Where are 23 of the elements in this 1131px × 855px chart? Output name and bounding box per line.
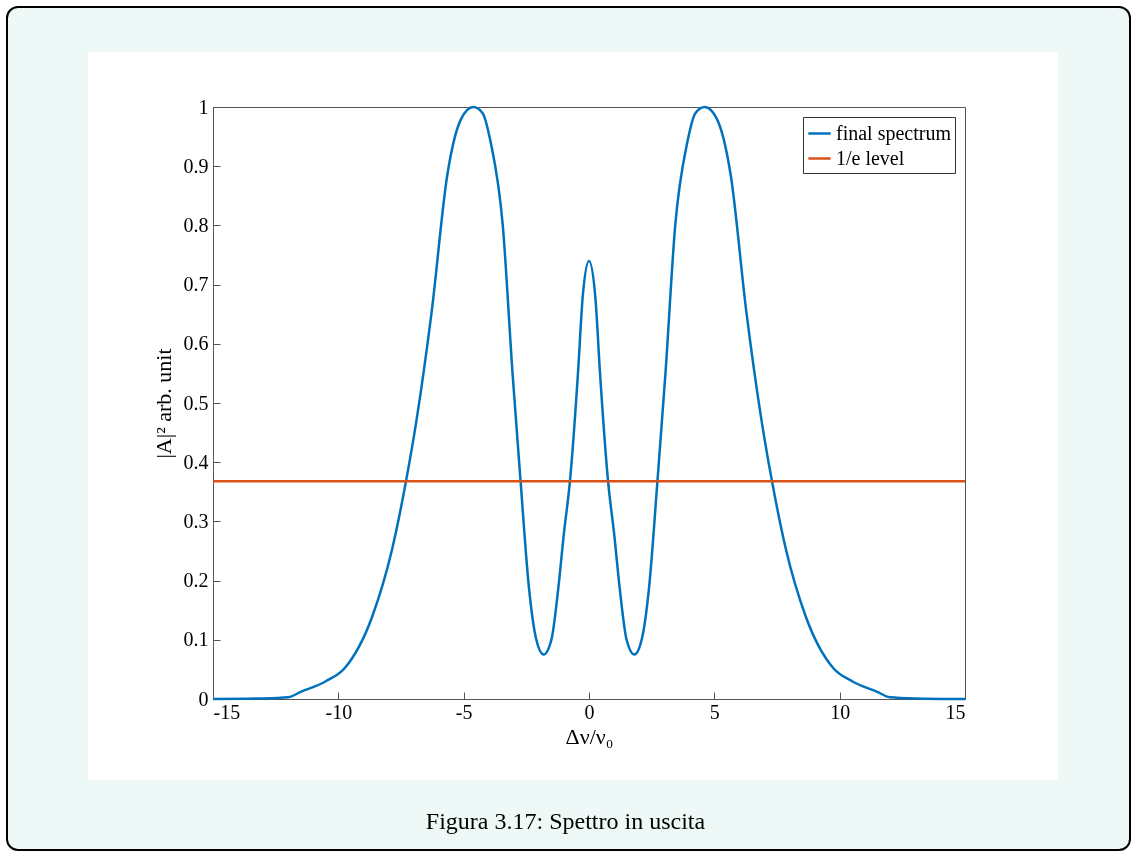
y-tick-label: 0.6 <box>183 332 209 355</box>
y-axis-title: |A|² arb. unit <box>150 348 176 459</box>
y-tick-label: 0.5 <box>183 391 209 414</box>
text: Figura 3.17: Spettro in uscita <box>424 808 707 835</box>
line-series <box>211 105 967 701</box>
y-tick-label: 0.3 <box>183 509 209 532</box>
y-tick-label: 0.9 <box>183 154 209 177</box>
x-tick-label: 0 <box>584 700 595 723</box>
legend-label: final spectrum <box>836 121 952 145</box>
x-tick-label: -5 <box>455 700 473 723</box>
y-tick-label: 0.1 <box>183 628 209 651</box>
y-tick-label: 0.4 <box>183 450 209 473</box>
legend-label: 1/e level <box>836 146 905 169</box>
x-tick-label: 5 <box>709 700 720 723</box>
x-tick-label: -15 <box>213 700 241 723</box>
y-tick-label: 0.8 <box>183 213 209 236</box>
x-tick-label: -10 <box>325 700 353 723</box>
y-tick-label: 0.2 <box>183 569 209 592</box>
x-tick-label: 10 <box>830 700 851 723</box>
y-tick-label: 1 <box>198 95 209 118</box>
y-tick-label: 0.7 <box>183 273 209 296</box>
x-axis-title: Δν/ν₀ <box>565 723 614 749</box>
x-tick-label: 15 <box>945 700 966 723</box>
